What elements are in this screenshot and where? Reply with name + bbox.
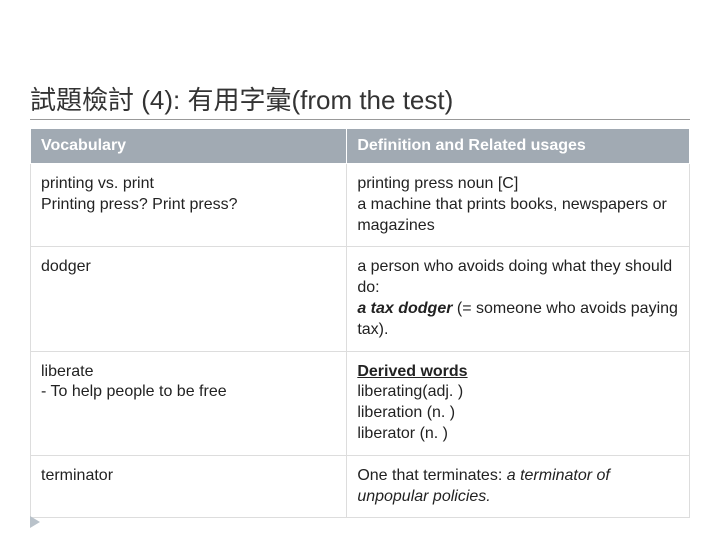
vocab-table: Vocabulary Definition and Related usages… (30, 128, 690, 518)
header-definition: Definition and Related usages (347, 129, 690, 164)
table-row: printing vs. print Printing press? Print… (31, 164, 690, 247)
vocab-cell: printing vs. print Printing press? Print… (31, 164, 347, 247)
page-title: 試題檢討 (4): 有用字彙(from the test) (30, 80, 690, 120)
vocab-cell: dodger (31, 247, 347, 351)
table-row: liberate - To help people to be freeDeri… (31, 351, 690, 455)
vocab-cell: terminator (31, 455, 347, 518)
definition-cell: a person who avoids doing what they shou… (347, 247, 690, 351)
definition-cell: printing press noun [C] a machine that p… (347, 164, 690, 247)
table-row: dodgera person who avoids doing what the… (31, 247, 690, 351)
vocab-cell: liberate - To help people to be free (31, 351, 347, 455)
definition-cell: Derived words liberating(adj. ) liberati… (347, 351, 690, 455)
definition-cell: One that terminates: a terminator of unp… (347, 455, 690, 518)
table-row: terminatorOne that terminates: a termina… (31, 455, 690, 518)
slide-bullet-icon (30, 516, 40, 528)
header-vocabulary: Vocabulary (31, 129, 347, 164)
